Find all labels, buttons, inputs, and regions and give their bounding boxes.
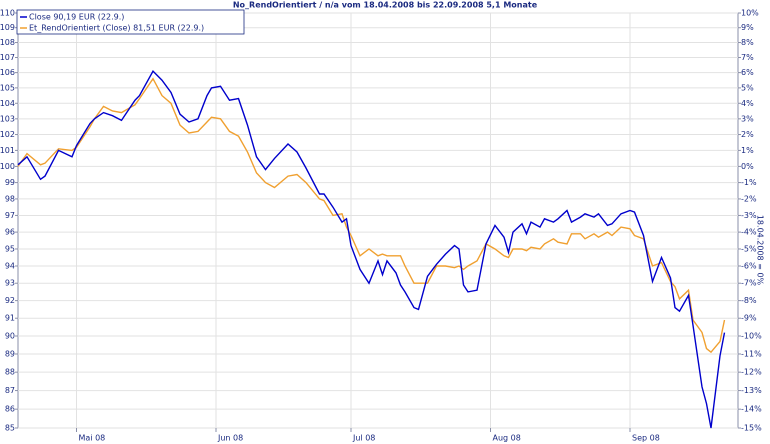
y-tick-label: 95 xyxy=(5,244,15,253)
y2-tick-label: -15% xyxy=(741,424,762,433)
y2-tick-label: -4% xyxy=(741,228,757,237)
y-tick-label: 99 xyxy=(5,178,15,187)
y2-tick-label: 2% xyxy=(741,130,754,139)
y-tick-label: 102 xyxy=(0,130,15,139)
series-line xyxy=(17,77,726,354)
y2-tick-label: -13% xyxy=(741,386,762,395)
y-tick-label: 108 xyxy=(0,38,15,47)
y-tick-label: 86 xyxy=(5,405,15,414)
y-tick-label: 96 xyxy=(5,228,15,237)
x-tick-label: Mai 08 xyxy=(79,434,106,443)
y2-tick-label: 1% xyxy=(741,146,754,155)
y-tick-label: 97 xyxy=(5,211,15,220)
legend-label: Et_RendOrientiert (Close) 81,51 EUR (22.… xyxy=(29,24,204,33)
y2-axis-label: 18.04.2008 = 0% xyxy=(756,215,765,286)
y2-tick-label: -6% xyxy=(741,262,757,271)
y-tick-label: 106 xyxy=(0,68,15,77)
y-tick-label: 109 xyxy=(0,23,15,32)
y-tick-label: 87 xyxy=(5,386,15,395)
y-tick-label: 103 xyxy=(0,114,15,123)
x-tick-label: Sep 08 xyxy=(632,434,660,443)
x-tick-label: Jul 08 xyxy=(352,434,375,443)
y-tick-label: 104 xyxy=(0,99,15,108)
legend-label: Close 90,19 EUR (22.9.) xyxy=(29,13,124,22)
y-tick-label: 85 xyxy=(5,424,15,433)
y2-tick-label: 0% xyxy=(741,162,754,171)
y-tick-label: 93 xyxy=(5,279,15,288)
legend-box xyxy=(16,9,245,35)
y2-tick-label: 8% xyxy=(741,38,754,47)
y-tick-label: 107 xyxy=(0,53,15,62)
lines xyxy=(17,69,726,429)
y-tick-label: 88 xyxy=(5,368,15,377)
y2-tick-label: 5% xyxy=(741,83,754,92)
y-tick-label: 91 xyxy=(5,314,15,323)
y2-tick-label: -8% xyxy=(741,296,757,305)
y-tick-label: 100 xyxy=(0,162,15,171)
y2-tick-label: -3% xyxy=(741,211,757,220)
y2-tick-label: -7% xyxy=(741,279,757,288)
y-tick-label: 90 xyxy=(5,331,15,340)
y2-tick-label: -1% xyxy=(741,178,757,187)
y2-tick-label: 7% xyxy=(741,53,754,62)
y2-tick-label: -11% xyxy=(741,349,762,358)
y2-tick-label: -10% xyxy=(741,331,762,340)
y-tick-label: 98 xyxy=(5,194,15,203)
y2-tick-label: -5% xyxy=(741,244,757,253)
y2-tick-label: 4% xyxy=(741,99,754,108)
y2-tick-label: 10% xyxy=(741,9,759,18)
y2-tick-label: -9% xyxy=(741,314,757,323)
x-tick-label: Aug 08 xyxy=(493,434,521,443)
y2-tick-label: -12% xyxy=(741,368,762,377)
x-tick-label: Jun 08 xyxy=(217,434,243,443)
y-tick-label: 92 xyxy=(5,296,15,305)
y2-tick-label: 3% xyxy=(741,114,754,123)
y2-tick-label: 9% xyxy=(741,23,754,32)
y-tick-label: 89 xyxy=(5,349,15,358)
y2-tick-label: -14% xyxy=(741,405,762,414)
chart-title: No_RendOrientiert / n/a vom 18.04.2008 b… xyxy=(233,1,538,10)
grid xyxy=(15,12,741,432)
y-tick-label: 110 xyxy=(0,9,15,18)
series-line xyxy=(17,69,726,429)
y-tick-label: 101 xyxy=(0,146,15,155)
legend: Close 90,19 EUR (22.9.) Et_RendOrientiert… xyxy=(16,9,245,35)
y2-tick-label: -2% xyxy=(741,194,757,203)
plot-frame xyxy=(17,12,739,429)
y-tick-label: 94 xyxy=(5,262,15,271)
y2-tick-label: 6% xyxy=(741,68,754,77)
y-tick-label: 105 xyxy=(0,83,15,92)
